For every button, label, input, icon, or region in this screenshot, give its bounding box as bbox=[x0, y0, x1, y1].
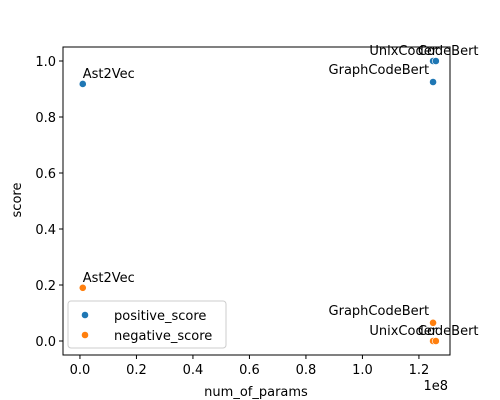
x-axis: 0.0 0.2 0.4 0.6 0.8 1.0 1.2 bbox=[70, 355, 430, 378]
x-tick-label: 1.0 bbox=[352, 363, 373, 378]
y-axis-label: score bbox=[10, 183, 25, 218]
y-tick-label: 1.0 bbox=[35, 55, 56, 70]
x-tick-label: 0.2 bbox=[126, 363, 147, 378]
data-point-negative-score bbox=[78, 283, 87, 292]
y-tick-label: 0.2 bbox=[35, 279, 56, 294]
legend-marker bbox=[81, 331, 89, 339]
legend-box bbox=[67, 300, 227, 349]
legend-label: negative_score bbox=[114, 329, 212, 344]
plot-frame bbox=[62, 46, 451, 356]
legend: positive_score negative_score bbox=[67, 300, 227, 349]
x-tick-label: 0.8 bbox=[296, 363, 317, 378]
point-annotation: GraphCodeBert bbox=[329, 304, 430, 319]
y-tick-label: 0.0 bbox=[35, 335, 56, 350]
x-tick-label: 0.0 bbox=[70, 363, 91, 378]
point-annotation: UnixCoder bbox=[369, 324, 437, 339]
x-axis-offset-text: 1e8 bbox=[423, 379, 448, 394]
point-annotation: UnixCoder bbox=[369, 44, 437, 59]
legend-label: positive_score bbox=[114, 309, 206, 324]
annotations: Ast2VecUnixCoderCodeBertGraphCodeBertAst… bbox=[83, 44, 479, 339]
x-axis-label: num_of_params bbox=[204, 385, 308, 400]
y-tick-label: 0.4 bbox=[35, 223, 56, 238]
data-point-negative-score bbox=[429, 318, 437, 327]
legend-marker bbox=[81, 311, 89, 319]
y-tick-label: 0.6 bbox=[35, 167, 56, 182]
y-axis: 0.0 0.2 0.4 0.6 0.8 1.0 bbox=[35, 55, 63, 350]
x-tick-label: 1.2 bbox=[409, 363, 430, 378]
x-tick-label: 0.4 bbox=[183, 363, 204, 378]
point-annotation: CodeBert bbox=[418, 44, 479, 59]
data-point-negative-score bbox=[431, 337, 440, 345]
point-annotation: GraphCodeBert bbox=[329, 63, 430, 78]
point-annotation: CodeBert bbox=[418, 324, 479, 339]
point-annotation: Ast2Vec bbox=[83, 67, 135, 82]
point-annotation: Ast2Vec bbox=[83, 271, 135, 286]
data-point-positive-score bbox=[431, 57, 440, 65]
y-tick-label: 0.8 bbox=[35, 111, 56, 126]
data-point-positive-score bbox=[78, 80, 87, 88]
data-point-positive-score bbox=[429, 78, 437, 86]
plot-area bbox=[62, 46, 451, 356]
x-tick-label: 0.6 bbox=[239, 363, 260, 378]
